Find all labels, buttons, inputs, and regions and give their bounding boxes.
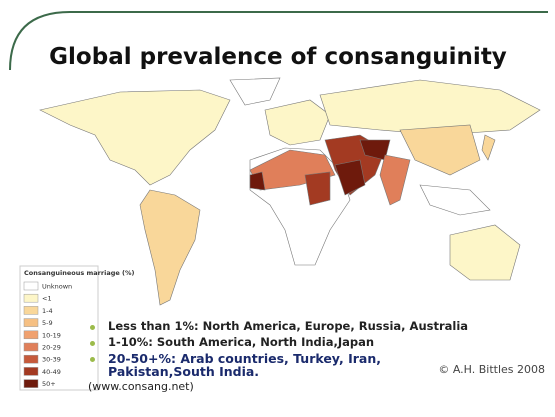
source: (www.consang.net) [88,380,194,393]
world-map [39,77,541,306]
credit: © A.H. Bittles 2008 [438,363,545,376]
legend-swatch [23,379,39,388]
sudan [304,171,331,206]
legend-swatch [23,330,39,340]
mauritania [249,171,266,191]
legend-swatch [23,318,39,327]
legend-label: 30-39 [42,356,61,364]
japan [481,134,496,161]
legend-swatch [23,281,39,291]
europe [264,99,331,146]
legend-label: <1 [42,295,52,303]
legend-label: 40-49 [42,368,61,376]
legend-swatch [23,342,39,352]
frame [9,11,548,71]
legend: Consanguineous marriage (%) Unknown <1 1-4… [19,265,135,391]
legend-title: Consanguineous marriage (%) [24,269,135,277]
legend-label: 10-19 [42,331,61,339]
bullet: Less than 1%: North America, Europe, Rus… [108,319,469,333]
bullet-dot [90,357,95,362]
bullet: 20-50+%: Arab countries, Turkey, Iran, P… [108,351,381,379]
greenland [229,77,281,106]
arabia [334,159,366,196]
legend-swatch [23,306,39,315]
legend-swatch [23,354,39,364]
bullet-dot [90,341,95,346]
bullet-dot [90,325,95,330]
russia [319,79,541,136]
legend-label: Unknown [42,283,72,291]
legend-swatch [23,293,39,303]
legend-label: 5-9 [42,319,53,327]
legend-label: 50+ [42,380,56,388]
legend-label: 1-4 [42,307,53,315]
bullet: 1-10%: South America, North India,Japan [108,335,375,349]
north-america [39,89,231,186]
legend-label: 20-29 [42,344,61,352]
slide-title: Global prevalence of consanguinity [49,44,507,70]
india [379,154,411,206]
legend-swatch [23,367,39,376]
australia [449,224,521,281]
southeast-asia [419,184,491,216]
china [399,124,481,176]
south-america [139,189,201,306]
